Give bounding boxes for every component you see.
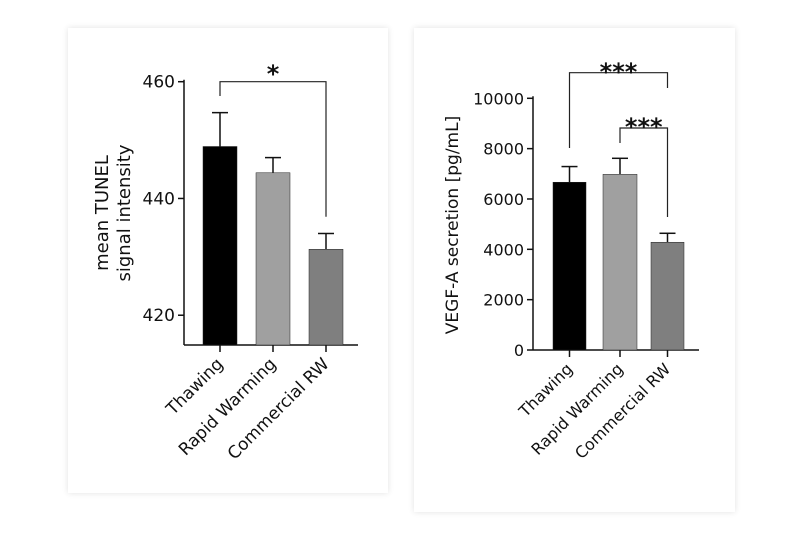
bar-thawing: [552, 181, 587, 351]
y-tick-label: 8000: [483, 140, 524, 159]
significance-bracket: [619, 127, 669, 217]
y-tick-label: 420: [143, 306, 175, 326]
x-tick-label: Rapid Warming: [175, 354, 281, 460]
significance-label: *: [267, 60, 280, 88]
bar-thawing: [202, 146, 238, 346]
bar-rapid-warming: [602, 174, 638, 351]
x-tick-label: Commercial RW: [224, 354, 334, 464]
y-tick-label: 4000: [483, 240, 524, 259]
y-tick-label: 6000: [483, 190, 524, 209]
bar-rapid-warming: [255, 172, 291, 346]
y-tick-label: 440: [143, 189, 175, 209]
significance-label: ***: [600, 58, 638, 86]
y-tick-label: 10000: [473, 89, 524, 108]
y-axis-label: mean TUNEL: [92, 155, 113, 271]
bar-commercial-rw: [650, 241, 685, 351]
y-tick-label: 460: [143, 73, 175, 93]
y-tick-label: 2000: [483, 291, 524, 310]
bar-commercial-rw: [308, 249, 344, 346]
y-axis-label: signal intensity: [114, 144, 135, 281]
significance-bracket: [219, 81, 327, 217]
y-axis-label: VEGF-A secretion [pg/mL]: [443, 116, 463, 334]
y-tick-label: 0: [514, 341, 524, 360]
significance-label: ***: [625, 113, 663, 141]
significance-bracket: [568, 72, 669, 148]
